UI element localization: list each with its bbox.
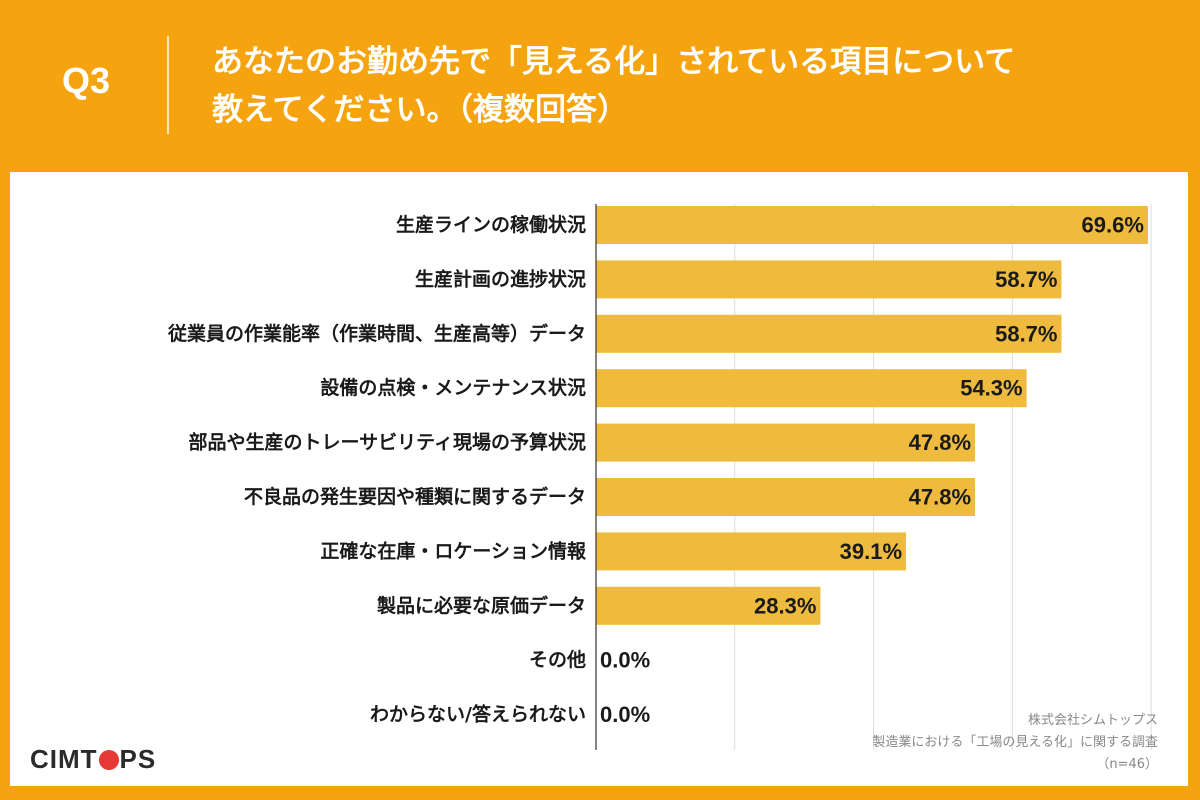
value-label-4: 54.3% <box>960 376 1022 401</box>
bar-2 <box>596 260 1062 299</box>
value-label-1: 69.6% <box>1082 213 1144 238</box>
bar-3 <box>596 314 1062 353</box>
category-label-7: 正確な在庫・ロケーション情報 <box>320 539 587 562</box>
question-title-line-2: 教えてください。（複数回答） <box>212 92 629 128</box>
value-label-2: 58.7% <box>995 267 1057 292</box>
bar-5 <box>596 423 976 462</box>
question-title-line-1: あなたのお勤め先で「見える化」されている項目について <box>212 44 1016 80</box>
value-label-6: 47.8% <box>909 485 971 510</box>
question-title: あなたのお勤め先で「見える化」されている項目について 教えてください。（複数回答… <box>212 38 1172 134</box>
value-label-5: 47.8% <box>909 430 971 455</box>
cimtops-logo: CIMT PS <box>30 744 157 774</box>
source-note: 株式会社シムトップス 製造業における「工場の見える化」に関する調査 （n=46） <box>738 710 1158 776</box>
category-label-5: 部品や生産のトレーサビリティ現場の予算状況 <box>189 431 586 454</box>
bar-1 <box>596 206 1148 244</box>
value-label-10: 0.0% <box>600 702 650 727</box>
logo-dot <box>98 750 119 770</box>
category-label-6: 不良品の発生要因や種類に関するデータ <box>244 485 586 508</box>
category-label-10: わからない/答えられない <box>370 703 586 726</box>
value-label-7: 39.1% <box>840 539 902 564</box>
category-label-1: 生産ラインの稼働状況 <box>396 213 586 236</box>
source-company: 株式会社シムトップス <box>1027 713 1158 728</box>
category-label-8: 製品に必要な原価データ <box>376 594 586 617</box>
bar-chart: 生産ラインの稼働状況 69.6% 生産計画の進捗状況 58.7% 従業員の作業能率（作業… <box>167 204 1152 750</box>
value-label-3: 58.7% <box>995 321 1057 346</box>
bar-4 <box>596 369 1027 408</box>
category-label-2: 生産計画の進捗状況 <box>415 267 586 290</box>
header: Q3 あなたのお勤め先で「見える化」されている項目について 教えてください。（複… <box>0 0 1200 170</box>
question-label: Q3 <box>62 60 111 101</box>
category-label-9: その他 <box>529 648 586 671</box>
category-label-3: 従業員の作業能率（作業時間、生産高等）データ <box>167 322 586 345</box>
sample-size: （n=46） <box>1096 757 1158 772</box>
value-label-9: 0.0% <box>600 648 650 673</box>
chart-panel: 生産ラインの稼働状況 69.6% 生産計画の進捗状況 58.7% 従業員の作業能率（作業… <box>10 172 1188 786</box>
value-label-8: 28.3% <box>754 593 816 618</box>
bar-7 <box>596 532 907 571</box>
source-survey: 製造業における「工場の見える化」に関する調査 <box>872 735 1158 750</box>
bar-6 <box>596 478 976 516</box>
header-divider <box>167 36 169 134</box>
bar-8 <box>596 586 821 625</box>
category-label-4: 設備の点検・メンテナンス状況 <box>320 376 586 399</box>
